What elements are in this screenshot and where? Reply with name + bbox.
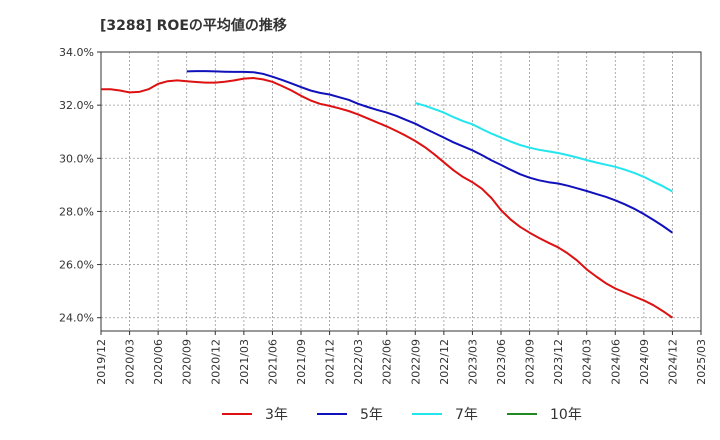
legend: 3年 5年 7年 10年: [222, 407, 582, 423]
x-tick-label: 2020/12: [209, 339, 222, 385]
x-tick-label: 2022/09: [409, 339, 422, 385]
y-tick-label: 30.0%: [59, 152, 94, 165]
x-tick-label: 2023/09: [524, 339, 537, 385]
legend-label: 5年: [360, 407, 383, 423]
legend-label: 3年: [265, 407, 288, 423]
x-tick-label: 2021/12: [324, 339, 337, 385]
x-tick-label: 2020/03: [124, 339, 137, 385]
y-tick-label: 34.0%: [59, 46, 94, 59]
y-tick-label: 26.0%: [59, 259, 94, 272]
x-tick-label: 2024/09: [638, 339, 651, 385]
x-tick-label: 2022/12: [438, 339, 451, 385]
x-tick-label: 2020/09: [181, 339, 194, 385]
x-axis: 2019/12 2020/03 2020/06 2020/09 2020/12 2021/…: [95, 331, 708, 385]
x-tick-label: 2022/06: [381, 339, 394, 385]
x-tick-label: 2025/03: [695, 339, 708, 385]
y-axis: 24.0% 26.0% 28.0% 30.0% 32.0% 34.0%: [59, 46, 101, 325]
x-tick-label: 2019/12: [95, 339, 108, 385]
chart-title: [3288] ROEの平均値の推移: [100, 17, 287, 34]
x-tick-label: 2023/06: [495, 339, 508, 385]
x-tick-label: 2023/03: [466, 339, 479, 385]
y-tick-label: 24.0%: [59, 312, 94, 325]
x-tick-label: 2022/03: [352, 339, 365, 385]
plot-area: [100, 51, 702, 332]
x-tick-label: 2024/12: [666, 339, 679, 385]
y-tick-label: 32.0%: [59, 99, 94, 112]
grid: [100, 51, 702, 331]
x-tick-label: 2020/06: [152, 339, 165, 385]
x-tick-label: 2023/12: [552, 339, 565, 385]
series-line-2: [415, 102, 673, 193]
x-tick-label: 2021/09: [295, 339, 308, 385]
series-lines: [101, 70, 673, 319]
legend-label: 7年: [455, 407, 478, 423]
x-tick-label: 2021/03: [238, 339, 251, 385]
y-tick-label: 28.0%: [59, 205, 94, 218]
series-line-0: [101, 77, 673, 319]
series-line-1: [186, 70, 673, 234]
x-tick-label: 2024/03: [581, 339, 594, 385]
x-tick-label: 2021/06: [266, 339, 279, 385]
x-tick-label: 2024/06: [609, 339, 622, 385]
legend-label: 10年: [550, 407, 582, 423]
